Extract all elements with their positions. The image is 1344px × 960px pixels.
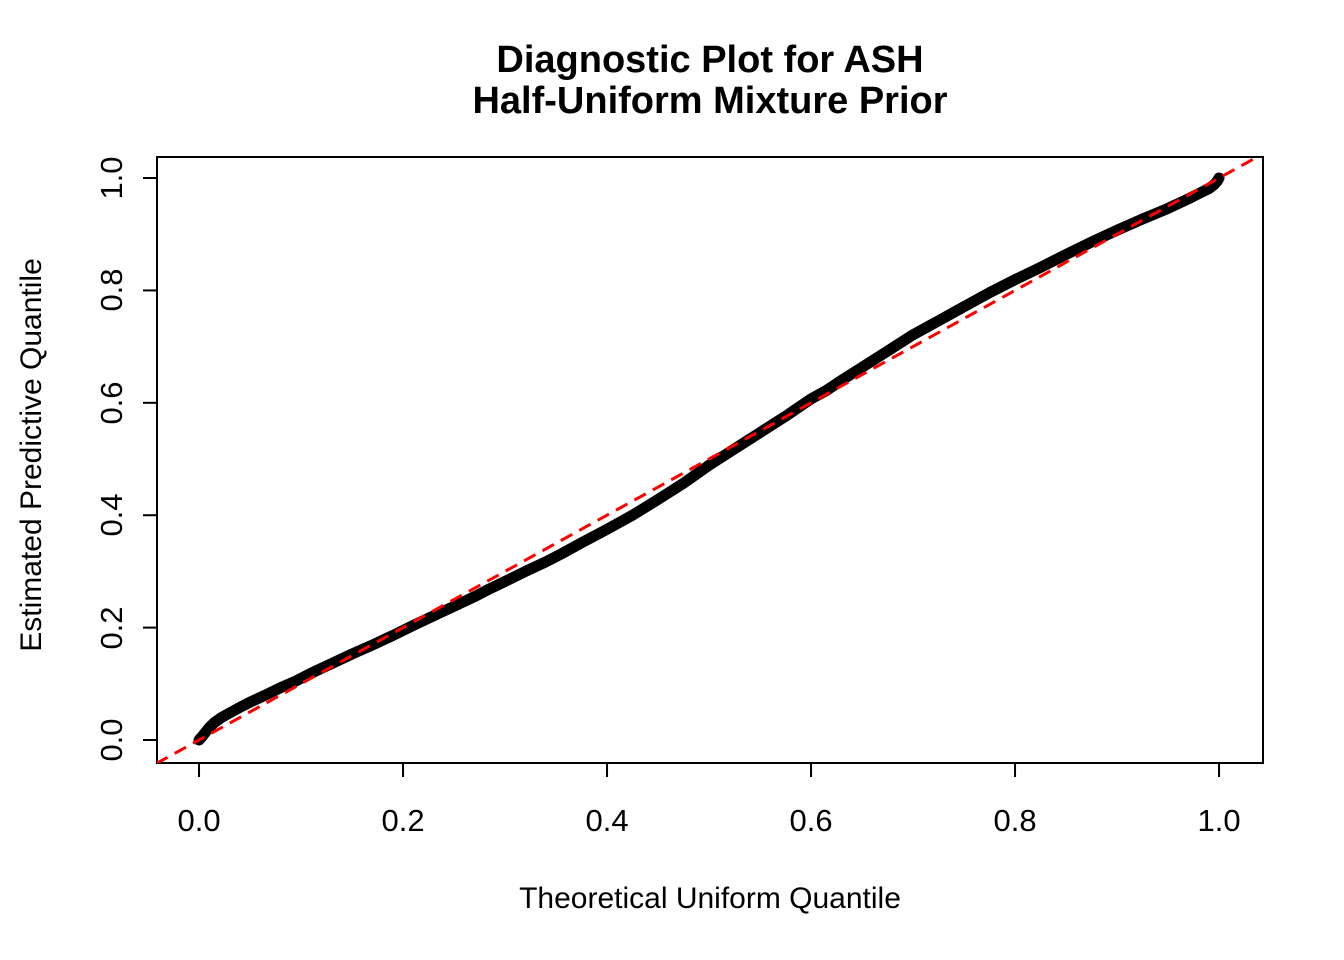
y-axis-label-text: Estimated Predictive Quantile bbox=[15, 258, 48, 652]
y-tick-label-0.4: 0.4 bbox=[94, 493, 129, 537]
plot-title-line-1: Diagnostic Plot for ASH bbox=[496, 39, 924, 81]
y-tick-label-0.8: 0.8 bbox=[94, 268, 129, 312]
x-tick-label-0.0: 0.0 bbox=[177, 803, 221, 838]
estimated-predictive-quantiles bbox=[193, 172, 1225, 746]
identity-reference-line bbox=[157, 157, 1261, 763]
x-tick-label-0.8: 0.8 bbox=[993, 803, 1037, 838]
y-tick-label-1.0: 1.0 bbox=[94, 156, 129, 200]
x-tick-label-0.6: 0.6 bbox=[789, 803, 833, 838]
x-tick-label-1.0: 1.0 bbox=[1197, 803, 1241, 838]
x-axis-label: Theoretical Uniform Quantile bbox=[519, 882, 901, 915]
y-tick-label-0.6: 0.6 bbox=[94, 381, 129, 425]
y-tick-label-0.0: 0.0 bbox=[94, 718, 129, 762]
y-tick-label-0.2: 0.2 bbox=[94, 606, 129, 650]
x-tick-label-0.2: 0.2 bbox=[381, 803, 425, 838]
plot-box-border bbox=[156, 156, 1264, 764]
plot-title-line-2: Half-Uniform Mixture Prior bbox=[472, 80, 948, 122]
plot-title: Diagnostic Plot for ASH Half-Uniform Mix… bbox=[157, 40, 1263, 122]
x-tick-label-0.4: 0.4 bbox=[585, 803, 629, 838]
